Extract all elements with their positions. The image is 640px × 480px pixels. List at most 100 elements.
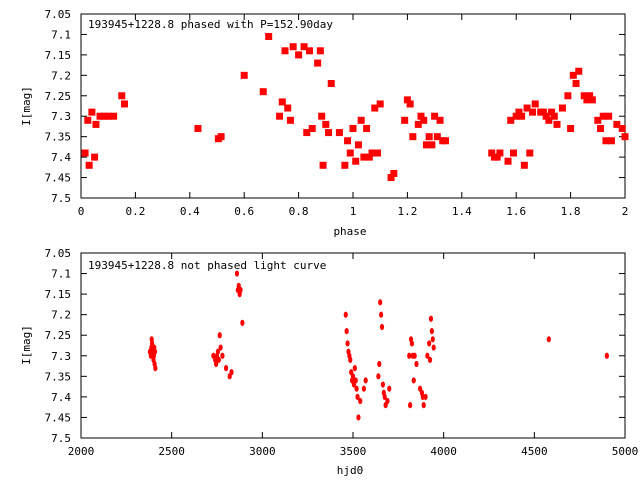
data-point bbox=[409, 133, 417, 141]
data-point bbox=[327, 80, 335, 88]
data-point bbox=[572, 80, 580, 88]
x-tick-label: 1.6 bbox=[506, 205, 526, 218]
x-tick-label: 0 bbox=[78, 205, 85, 218]
x-tick-label: 2000 bbox=[68, 445, 95, 458]
data-point bbox=[265, 32, 273, 40]
x-tick-label: 3000 bbox=[249, 445, 276, 458]
data-point bbox=[281, 47, 289, 55]
data-point bbox=[355, 393, 360, 400]
data-point bbox=[613, 120, 621, 128]
y-tick-label: 7.45 bbox=[45, 172, 72, 185]
data-point bbox=[558, 104, 566, 112]
data-point bbox=[567, 124, 575, 132]
data-point bbox=[425, 352, 430, 359]
y-tick-label: 7.2 bbox=[51, 69, 71, 82]
data-point bbox=[546, 336, 551, 343]
y-tick-label: 7.45 bbox=[45, 411, 72, 424]
x-tick-label: 4000 bbox=[430, 445, 457, 458]
data-point bbox=[240, 319, 245, 326]
data-point bbox=[341, 161, 349, 169]
y-tick-label: 7.4 bbox=[51, 391, 71, 404]
data-point bbox=[346, 149, 354, 157]
data-point bbox=[545, 116, 553, 124]
data-point bbox=[373, 149, 381, 157]
y-tick-label: 7.1 bbox=[51, 28, 71, 41]
data-point bbox=[504, 157, 512, 165]
data-point bbox=[411, 377, 416, 384]
data-point bbox=[441, 137, 449, 145]
data-point bbox=[220, 352, 225, 359]
data-point bbox=[430, 336, 435, 343]
data-point bbox=[300, 43, 308, 51]
data-point bbox=[316, 47, 324, 55]
x-tick-label: 5000 bbox=[612, 445, 639, 458]
data-point bbox=[284, 104, 292, 112]
data-point bbox=[414, 360, 419, 368]
y-tick-label: 7.15 bbox=[45, 288, 72, 301]
x-tick-label: 0.6 bbox=[234, 205, 254, 218]
data-point bbox=[363, 377, 368, 384]
x-tick-label: 3500 bbox=[340, 445, 367, 458]
chart-title: 193945+1228.8 not phased light curve bbox=[88, 259, 326, 272]
x-tick-label: 1.2 bbox=[397, 205, 417, 218]
data-point bbox=[259, 88, 267, 96]
y-axis-label: I[mag] bbox=[20, 325, 33, 365]
y-tick-label: 7.1 bbox=[51, 268, 71, 281]
data-point bbox=[152, 348, 158, 355]
data-point bbox=[88, 108, 96, 116]
data-point bbox=[308, 124, 316, 132]
y-tick-label: 7.3 bbox=[51, 350, 71, 363]
data-point bbox=[433, 133, 441, 141]
data-point bbox=[564, 92, 572, 100]
data-point bbox=[349, 124, 357, 132]
data-point bbox=[520, 161, 528, 169]
data-point bbox=[325, 129, 333, 137]
data-point bbox=[509, 149, 517, 157]
plot-frame bbox=[80, 252, 626, 439]
data-point bbox=[588, 96, 596, 104]
data-point bbox=[382, 393, 387, 400]
data-point bbox=[322, 120, 330, 128]
data-point bbox=[518, 112, 526, 120]
y-tick-label: 7.05 bbox=[45, 8, 72, 21]
data-point bbox=[412, 352, 417, 359]
data-point bbox=[213, 360, 219, 368]
x-tick-label: 0.8 bbox=[289, 205, 309, 218]
data-point bbox=[223, 365, 229, 372]
data-point bbox=[423, 393, 428, 400]
plot-frame bbox=[80, 13, 626, 199]
data-point bbox=[427, 340, 432, 347]
data-point bbox=[414, 120, 422, 128]
data-point bbox=[238, 286, 243, 294]
data-point bbox=[318, 112, 326, 120]
x-axis-label: phase bbox=[333, 225, 366, 238]
data-point bbox=[575, 67, 583, 75]
data-point bbox=[352, 365, 357, 372]
axis-ticks: 0 0.2 0.4 0.6 0.8 1 1.2 1.4 1.6 1.8 2 7.05 7.1 7.15 7.… bbox=[45, 8, 629, 218]
y-tick-label: 7.35 bbox=[45, 370, 72, 383]
data-point bbox=[194, 124, 202, 132]
data-point bbox=[387, 385, 392, 392]
y-tick-label: 7.3 bbox=[51, 110, 71, 123]
data-point bbox=[84, 116, 92, 124]
data-point bbox=[594, 116, 602, 124]
data-point bbox=[91, 153, 99, 161]
data-point bbox=[428, 315, 434, 322]
data-point bbox=[81, 149, 89, 157]
data-point bbox=[390, 169, 398, 177]
data-point bbox=[305, 47, 313, 55]
data-point bbox=[431, 112, 439, 120]
y-tick-label: 7.25 bbox=[45, 329, 72, 342]
data-point bbox=[357, 116, 365, 124]
data-point bbox=[217, 133, 225, 141]
data-point bbox=[379, 311, 384, 318]
y-tick-label: 7.4 bbox=[51, 151, 71, 164]
data-point bbox=[215, 348, 221, 355]
x-tick-label: 4500 bbox=[521, 445, 548, 458]
data-point bbox=[604, 352, 609, 359]
data-point bbox=[121, 100, 129, 108]
data-point bbox=[607, 137, 615, 145]
data-point bbox=[352, 157, 360, 165]
data-point bbox=[569, 71, 577, 79]
